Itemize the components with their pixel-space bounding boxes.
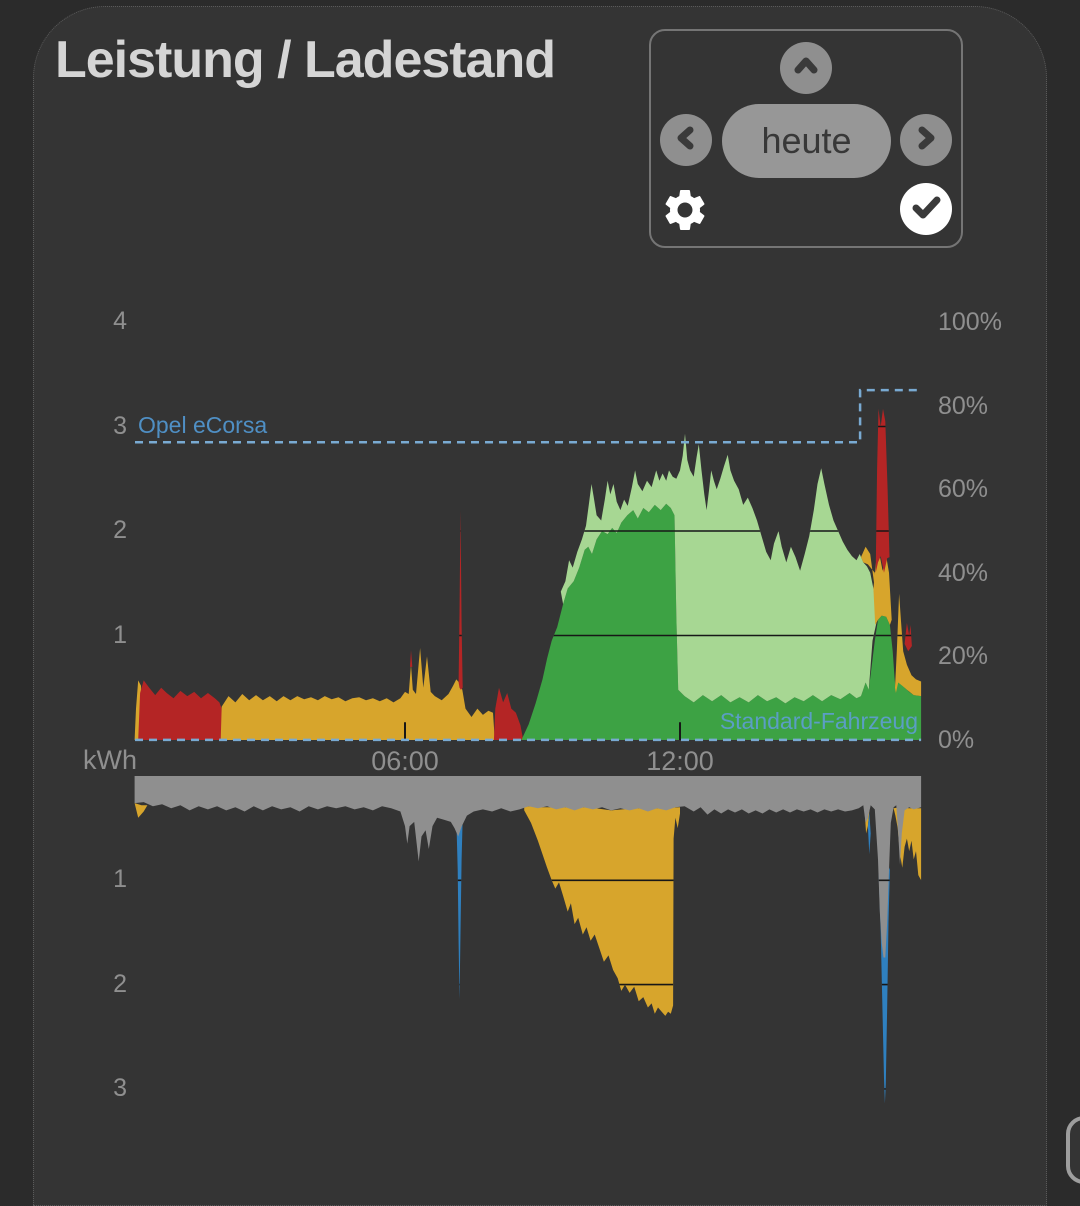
confirm-button[interactable] (900, 183, 952, 235)
soc-tick: 20% (938, 642, 989, 671)
soc-tick: 60% (938, 475, 989, 504)
check-icon (900, 181, 952, 238)
gear-icon (660, 185, 710, 240)
chevron-up-icon (780, 40, 832, 97)
y-tick-top: 4 (113, 307, 127, 335)
soc-tick: 0% (938, 725, 975, 754)
nav-prev-button[interactable] (660, 114, 712, 166)
y-axis-unit-label: kWh (83, 745, 137, 775)
soc-tick: 100% (938, 308, 1002, 337)
y-tick-top: 2 (113, 516, 127, 544)
settings-button[interactable] (659, 186, 711, 238)
y-tick-bottom: 3 (113, 1073, 127, 1102)
partial-widget[interactable] (1066, 1116, 1080, 1184)
chevron-left-icon (660, 112, 712, 169)
y-tick-bottom: 2 (113, 969, 127, 998)
chart-canvas (134, 388, 922, 1104)
y-tick-top: 1 (113, 620, 127, 649)
nav-up-button[interactable] (780, 42, 832, 94)
soc-tick: 40% (938, 558, 989, 587)
chevron-right-icon (900, 112, 952, 169)
vehicle1-soc-label: Opel eCorsa (138, 412, 268, 438)
period-selector[interactable]: heute (722, 104, 891, 178)
x-tick: 06:00 (371, 746, 439, 776)
x-tick: 12:00 (646, 746, 714, 776)
page-title: Leistung / Ladestand (55, 31, 556, 89)
nav-next-button[interactable] (900, 114, 952, 166)
soc-tick: 80% (938, 391, 989, 420)
vehicle2-soc-label: Standard-Fahrzeug (719, 708, 918, 734)
power-soc-chart[interactable] (0, 280, 1080, 1143)
y-tick-bottom: 1 (113, 865, 127, 894)
period-navigator: heute (649, 29, 963, 248)
y-tick-top: 3 (113, 411, 127, 440)
